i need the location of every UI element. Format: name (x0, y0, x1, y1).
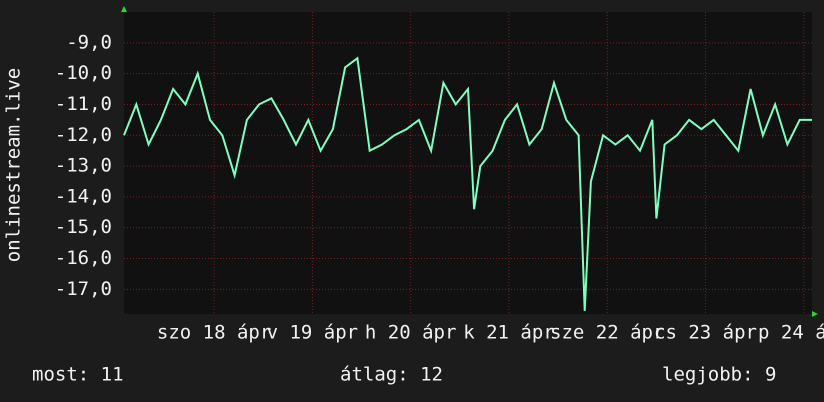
y-tick-label: -10,0 (55, 62, 112, 84)
data-line (123, 56, 812, 311)
y-tick-label: -17,0 (55, 278, 112, 300)
x-tick-label: sze 22 ápr (550, 322, 664, 344)
x-tick-label: v 19 ápr (267, 322, 359, 344)
stat-average: átlag: 12 (340, 364, 443, 386)
y-tick-label: -9,0 (66, 31, 112, 53)
x-tick-label: k 21 ápr (463, 322, 555, 344)
x-tick-label: h 20 ápr (365, 322, 457, 344)
y-axis-label: onlinestream.live (3, 68, 25, 262)
y-tick-label: -11,0 (55, 93, 112, 115)
y-tick-label: -14,0 (55, 185, 112, 207)
y-tick-label: -12,0 (55, 124, 112, 146)
x-tick-label: szo 18 ápr (157, 322, 271, 344)
x-tick-label: cs 23 ápr (654, 322, 757, 344)
plot-area (124, 12, 812, 314)
stat-best: legjobb: 9 (662, 364, 776, 386)
x-tick-label: p 24 ápr (758, 322, 824, 344)
y-tick-label: -13,0 (55, 155, 112, 177)
axis-arrow (121, 6, 127, 12)
stat-current: most: 11 (32, 364, 124, 386)
axis-arrow (812, 311, 818, 317)
y-tick-label: -15,0 (55, 216, 112, 238)
y-tick-label: -16,0 (55, 247, 112, 269)
